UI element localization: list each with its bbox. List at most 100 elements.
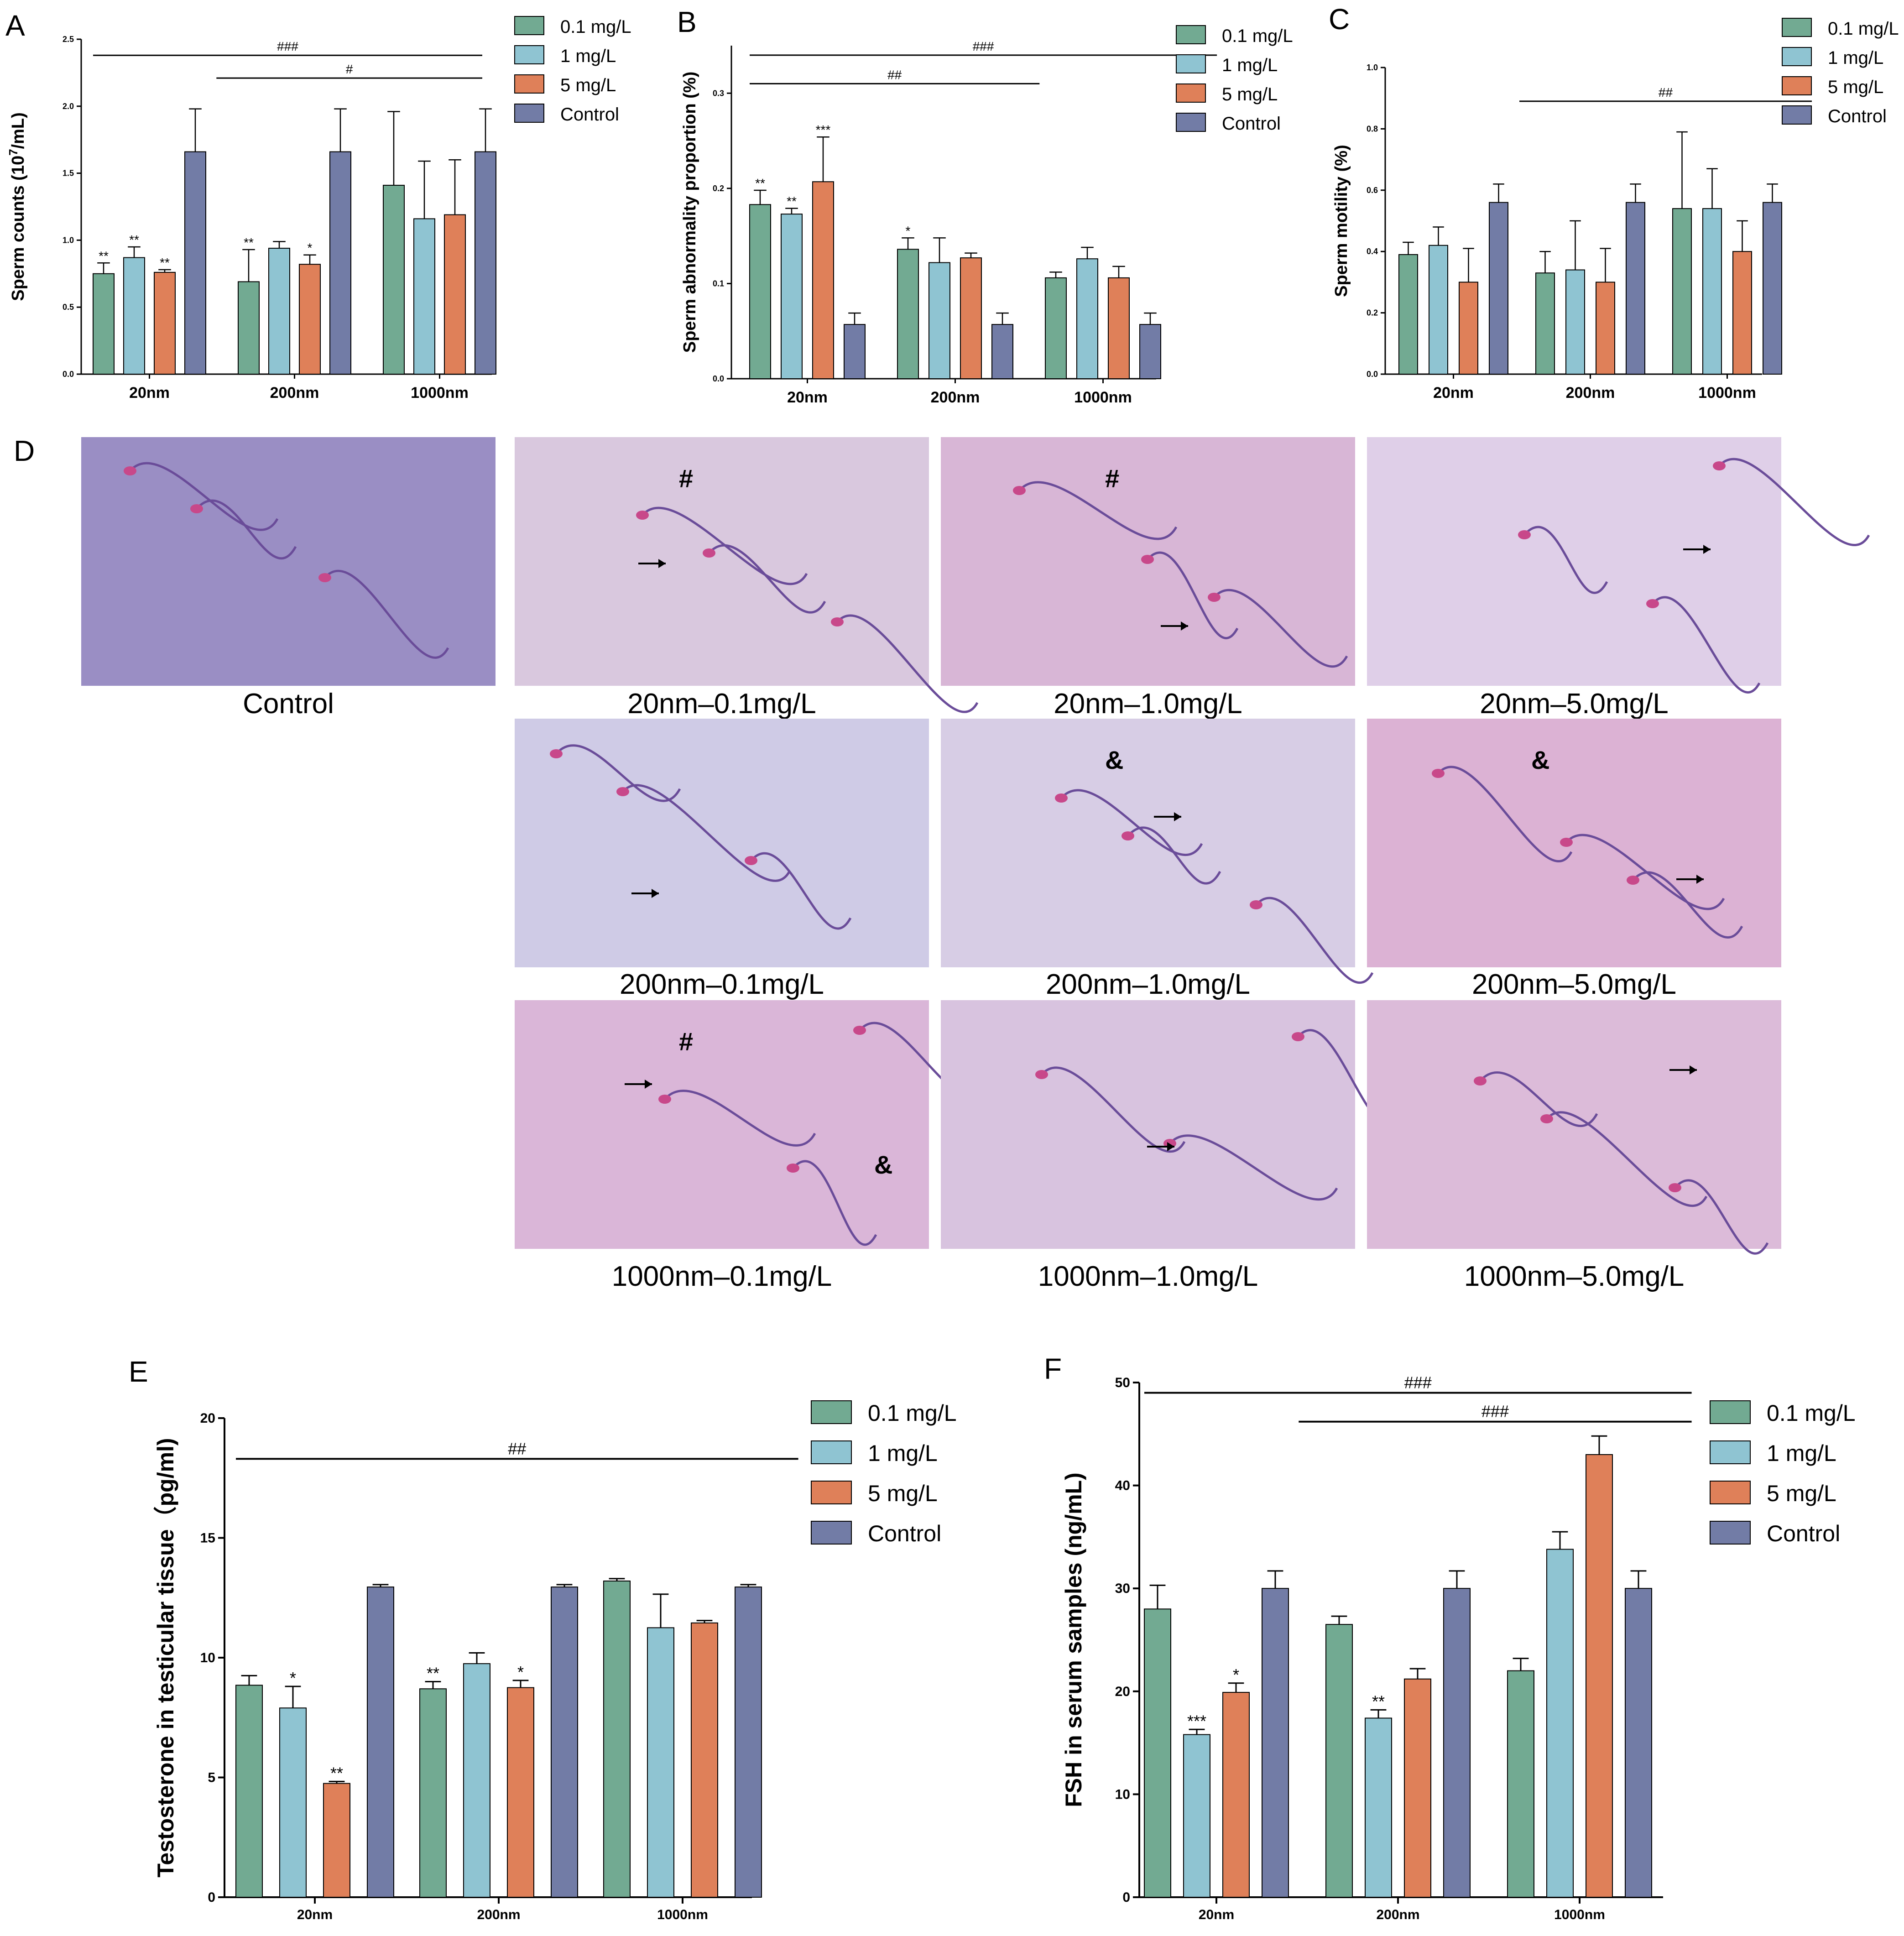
micrograph-caption: 20nm–1.0mg/L [1054, 688, 1242, 720]
bracket-label: ### [277, 39, 298, 53]
sperm-head [1035, 1070, 1048, 1079]
bar-200nm-5mgL [1596, 282, 1615, 375]
bar-20nm-0.1mgL [93, 273, 115, 375]
sperm-tail [1060, 789, 1203, 856]
bracket-label: ### [973, 39, 994, 53]
y-axis-label: FSH in serum samples (ng/mL) [1061, 1472, 1086, 1807]
legend-label: 0.1 mg/L [1828, 19, 1899, 39]
sperm-head [1474, 1076, 1487, 1085]
y-tick-label: 40 [1115, 1478, 1130, 1493]
significance-label: * [1233, 1665, 1239, 1684]
legend-label: 0.1 mg/L [1222, 26, 1293, 46]
sperm-head [1540, 1114, 1553, 1123]
sperm-head [1560, 838, 1573, 847]
sperm-head [853, 1026, 866, 1035]
micrograph-image [515, 1000, 929, 1249]
sperm-head [1646, 599, 1659, 608]
sperm-tail [1652, 596, 1761, 694]
bar-200nm-Control [991, 324, 1013, 379]
legend-swatch [1176, 54, 1206, 73]
sperm-head [1013, 486, 1026, 495]
legend-swatch [1710, 1481, 1751, 1504]
legend-label: Control [868, 1521, 941, 1546]
legend-label: 5 mg/L [1222, 84, 1278, 104]
bar-1000nm-0.1mgL [1672, 208, 1692, 375]
bar-200nm-5mgL [299, 264, 321, 375]
y-axis-label: Sperm motility (%) [1332, 145, 1351, 297]
sperm-head [787, 1164, 799, 1173]
micrograph-tile: & 200nm–5.0mg/L [1367, 719, 1781, 1000]
arrow-head-icon [1690, 1065, 1697, 1075]
sperm-tail [555, 744, 681, 802]
micrograph-tile: # & 1000nm–0.1mg/L [515, 1000, 987, 1292]
bar-1000nm-5mgL [444, 214, 466, 375]
bar-20nm-5mgL [323, 1783, 350, 1898]
panel-letter: E [129, 1355, 148, 1388]
y-tick-label: 0.4 [1367, 247, 1378, 256]
y-tick-label: 0.3 [713, 89, 724, 98]
arrow-head-icon [1703, 545, 1711, 554]
y-tick-label: 5 [208, 1770, 215, 1785]
sperm-head [1250, 900, 1262, 909]
legend-label: 5 mg/L [868, 1481, 938, 1506]
legend-label: 0.1 mg/L [560, 17, 631, 37]
y-axis-label: Sperm counts (107/mL) [6, 112, 28, 301]
bar-200nm-5mgL [507, 1687, 534, 1898]
y-tick-label: 0.0 [713, 374, 724, 383]
significance-label: * [308, 241, 313, 255]
sperm-head [1055, 793, 1068, 803]
bracket-label: # [346, 62, 353, 76]
legend-label: 5 mg/L [1828, 77, 1883, 97]
y-axis-label-sup: 7 [6, 149, 20, 155]
legend-label: 1 mg/L [1222, 55, 1278, 75]
legend-label: 1 mg/L [560, 46, 616, 66]
y-tick-label: 50 [1115, 1375, 1130, 1390]
bar-20nm-5mgL [1222, 1692, 1250, 1898]
bar-20nm-Control [1489, 202, 1508, 375]
micrograph-image [1367, 719, 1781, 967]
y-tick-label: 1.5 [63, 169, 74, 178]
significance-label: ** [99, 249, 109, 263]
x-category-label: 20nm [1199, 1907, 1234, 1922]
arrow-head-icon [645, 1080, 652, 1089]
bar-20nm-Control [844, 324, 866, 379]
legend-label: 0.1 mg/L [1767, 1400, 1856, 1426]
sperm-tail [1213, 589, 1348, 668]
sperm-head [1713, 461, 1726, 470]
significance-label: * [290, 1669, 296, 1687]
sperm-head [1208, 593, 1221, 602]
sperm-tail [1718, 458, 1870, 546]
chart-panel-b: B 0.0 0.1 0.2 0.3 Sperm abnormality proportio… [677, 5, 1293, 406]
y-axis-label: Testosterone in testicular tissue（pg/ml) [153, 1438, 178, 1877]
sperm-tail [750, 852, 852, 930]
legend-swatch [1782, 18, 1812, 37]
bar-200nm-0.1mgL [1325, 1624, 1353, 1898]
bar-20nm-5mgL [812, 181, 834, 379]
micrograph-caption: Control [243, 688, 334, 720]
bar-20nm-0.1mgL [749, 204, 771, 379]
bar-200nm-1mgL [929, 262, 950, 379]
legend-swatch [514, 74, 544, 94]
sperm-tail [324, 569, 449, 659]
arrow-head-icon [1167, 1142, 1174, 1151]
significance-label: *** [816, 123, 831, 137]
sperm-head [658, 1095, 671, 1104]
x-category-label: 20nm [297, 1907, 333, 1922]
bar-20nm-Control [184, 151, 206, 375]
arrow-head-icon [1696, 875, 1704, 884]
y-tick-label: 10 [200, 1650, 215, 1665]
bar-1000nm-0.1mgL [1507, 1670, 1534, 1898]
micrograph-caption: 200nm–0.1mg/L [620, 969, 824, 1000]
sperm-head [703, 548, 715, 558]
bar-1000nm-1mgL [647, 1627, 674, 1898]
y-tick-label: 2.0 [63, 102, 74, 111]
bar-1000nm-Control [1139, 324, 1161, 379]
x-category-label: 1000nm [411, 384, 469, 402]
bar-20nm-0.1mgL [235, 1685, 263, 1898]
sperm-tail [1674, 1179, 1769, 1255]
legend-label: 1 mg/L [868, 1440, 938, 1466]
micrograph-tile: 20nm–5.0mg/L [1367, 437, 1870, 720]
legend-label: 5 mg/L [560, 75, 616, 95]
panel-letter: A [5, 9, 25, 42]
